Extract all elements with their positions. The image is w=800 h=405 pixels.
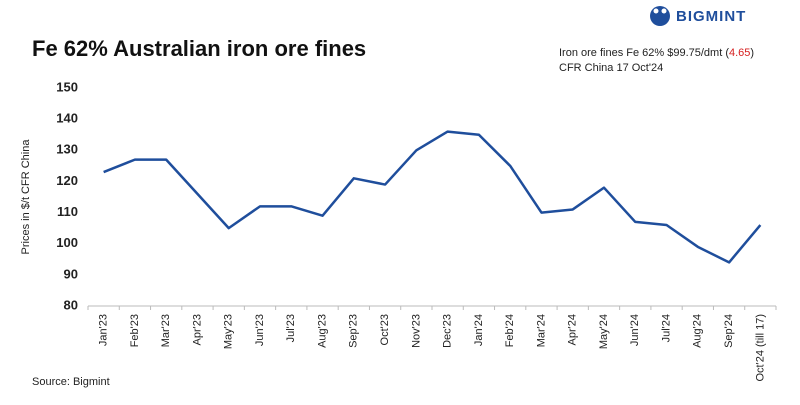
- x-tick-label: Jun'23: [254, 314, 266, 346]
- chart-title: Fe 62% Australian iron ore fines: [32, 36, 366, 61]
- x-tick-label: Oct'23: [379, 314, 391, 345]
- x-tick-label: Mar'23: [160, 314, 172, 347]
- x-tick-label: Aug'24: [692, 314, 704, 348]
- y-axis-label: Prices in $/t CFR China: [20, 139, 32, 255]
- annotation-change: 4.65: [729, 47, 750, 59]
- x-tick-label: Jul'23: [285, 314, 297, 342]
- y-tick-label: 80: [64, 297, 78, 312]
- y-tick-label: 100: [56, 235, 78, 250]
- x-tick-label: Mar'24: [535, 314, 547, 347]
- x-tick-label: Sep'23: [348, 314, 360, 348]
- annotation: Iron ore fines Fe 62% $99.75/dmt (4.65): [559, 47, 754, 59]
- y-tick-label: 130: [56, 142, 78, 157]
- annotation-suffix: ): [750, 47, 754, 59]
- y-tick-label: 140: [56, 111, 78, 126]
- annotation-line2: CFR China 17 Oct'24: [559, 62, 663, 74]
- x-tick-label: Dec'23: [442, 314, 454, 348]
- brand: BIGMINT: [676, 8, 746, 25]
- x-tick-label: Jul'24: [660, 314, 672, 342]
- x-tick-label: Feb'24: [504, 314, 516, 347]
- x-tick-label: Jun'24: [629, 314, 641, 346]
- x-tick-label: May'23: [223, 314, 235, 349]
- x-tick-label: Feb'23: [129, 314, 141, 347]
- logo: BIGMINT: [650, 6, 746, 26]
- logo-icon: [650, 6, 670, 26]
- source: Source: Bigmint: [32, 376, 110, 388]
- annotation-prefix: Iron ore fines Fe 62% $99.75/dmt (: [559, 47, 729, 59]
- x-tick-label: Jan'24: [473, 314, 485, 346]
- x-tick-label: Aug'23: [316, 314, 328, 348]
- x-tick-label: Nov'23: [410, 314, 422, 348]
- y-tick-label: 90: [64, 266, 78, 281]
- y-tick-label: 110: [57, 204, 78, 219]
- line: [103, 130, 762, 264]
- y-tick-label: 150: [56, 79, 78, 94]
- x-tick-label: Apr'23: [191, 314, 203, 345]
- x-tick-label: Apr'24: [567, 314, 579, 345]
- logo-icon-dot: [653, 8, 659, 14]
- x-tick-label: Oct'24 (till 17): [754, 314, 766, 382]
- logo-icon-dot: [661, 8, 667, 14]
- x-tick-label: May'24: [598, 314, 610, 349]
- x-tick-label: Jan'23: [98, 314, 110, 346]
- y-tick-label: 120: [56, 173, 78, 188]
- x-tick-label: Sep'24: [723, 314, 735, 348]
